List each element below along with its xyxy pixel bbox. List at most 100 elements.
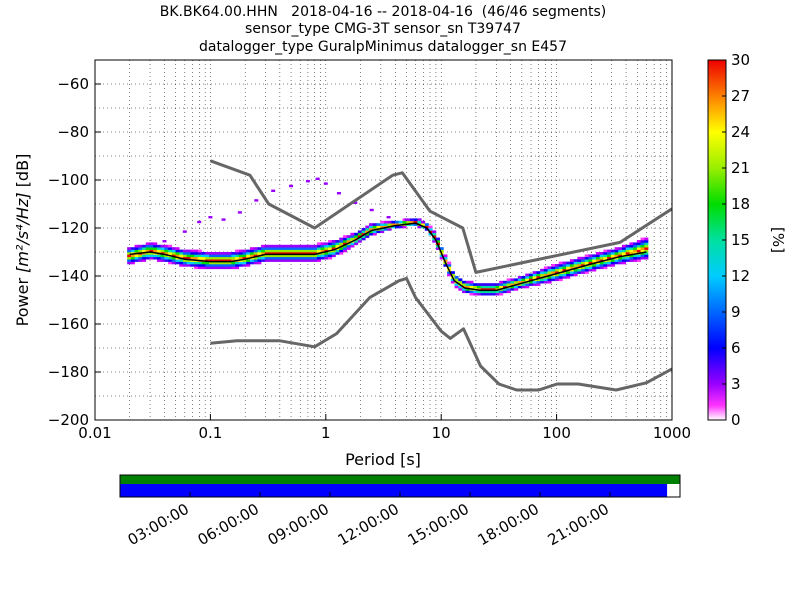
- psd-cell: [584, 261, 589, 265]
- psd-cell: [160, 249, 165, 253]
- psd-cell: [543, 268, 548, 272]
- psd-cell: [502, 280, 507, 284]
- psd-cell: [610, 252, 615, 255]
- psd-cell: [309, 259, 314, 262]
- psd-cell: [476, 285, 481, 289]
- psd-cell: [149, 252, 154, 255]
- psd-cell: [484, 288, 489, 291]
- y-tick-label: −60: [57, 75, 89, 93]
- psd-cell: [287, 249, 292, 253]
- psd-cell: [514, 280, 519, 284]
- psd-cell: [361, 228, 366, 231]
- psd-cell: [450, 271, 455, 274]
- timeline-top-band: [120, 475, 680, 484]
- psd-cell: [164, 244, 169, 248]
- psd-cell: [528, 283, 534, 286]
- psd-cell: [462, 290, 467, 294]
- psd-cell: [249, 247, 254, 250]
- psd-cell: [551, 268, 556, 272]
- psd-cell: [555, 278, 560, 282]
- psd-cell: [186, 264, 191, 267]
- psd-cell: [595, 266, 600, 270]
- psd-cell: [383, 223, 388, 226]
- psd-cell: [153, 247, 158, 250]
- psd-cell: [376, 230, 381, 234]
- psd-cell: [328, 252, 333, 255]
- psd-cell: [171, 252, 176, 255]
- psd-cell: [328, 244, 333, 248]
- psd-cell: [621, 252, 627, 255]
- psd-cell: [223, 266, 228, 270]
- psd-cell: [547, 278, 552, 282]
- psd-cell: [246, 254, 251, 258]
- psd-cell: [238, 249, 243, 253]
- psd-cell: [249, 254, 254, 258]
- psd-cell: [469, 292, 474, 296]
- psd-cell: [253, 256, 258, 260]
- psd-cell: [640, 237, 645, 241]
- psd-cell: [205, 252, 210, 255]
- psd-cell: [555, 268, 560, 272]
- psd-cell: [640, 242, 645, 246]
- psd-cell: [629, 247, 634, 250]
- psd-cell: [324, 256, 329, 260]
- psd-cell: [231, 266, 236, 270]
- psd-cell: [149, 256, 154, 260]
- psd-cell: [313, 247, 318, 250]
- psd-cell: [633, 249, 638, 253]
- psd-cell: [607, 252, 612, 255]
- psd-cell: [261, 247, 266, 250]
- psd-cell: [584, 256, 589, 260]
- psd-cell: [235, 261, 240, 265]
- psd-cell: [380, 230, 385, 234]
- psd-cell: [153, 256, 158, 260]
- psd-cell: [644, 254, 649, 258]
- psd-cell: [476, 283, 481, 286]
- psd-cell: [361, 232, 366, 236]
- psd-outlier-cell: [208, 216, 213, 219]
- psd-cell: [227, 261, 232, 265]
- psd-cell: [644, 240, 649, 243]
- colorbar-ticks: 0 3 6 9 12 15 18 21 24 27 30: [722, 51, 750, 429]
- psd-cell: [328, 254, 333, 258]
- psd-cell: [179, 249, 184, 253]
- colorbar-tick-label: 21: [731, 159, 750, 177]
- psd-cell: [595, 264, 600, 267]
- psd-cell: [543, 266, 548, 270]
- psd-cell: [469, 290, 474, 294]
- psd-cell: [562, 268, 567, 272]
- psd-cell: [625, 252, 630, 255]
- psd-cell: [164, 249, 169, 253]
- psd-cell: [171, 247, 176, 250]
- psd-cell: [603, 249, 608, 253]
- psd-cell: [164, 254, 169, 258]
- psd-cell: [335, 252, 340, 255]
- psd-cell: [130, 256, 135, 260]
- psd-cell: [175, 259, 180, 262]
- psd-cell: [398, 220, 403, 224]
- psd-cell: [160, 256, 165, 260]
- psd-cell: [521, 278, 526, 282]
- psd-cell: [521, 283, 526, 286]
- psd-cell: [283, 259, 288, 262]
- psd-cell: [447, 261, 452, 265]
- psd-cell: [305, 259, 310, 262]
- psd-cell: [346, 240, 351, 243]
- psd-cell: [644, 256, 649, 260]
- y-tick-label: −80: [57, 123, 89, 141]
- psd-cell: [257, 247, 262, 250]
- psd-cell: [287, 259, 292, 262]
- grid-lines: [94, 60, 672, 420]
- psd-cell: [540, 268, 545, 272]
- psd-cell: [175, 249, 180, 253]
- psd-cell: [595, 252, 600, 255]
- title-line-1: BK.BK64.00.HHN 2018-04-16 -- 2018-04-16 …: [160, 4, 606, 20]
- psd-cell: [447, 264, 452, 267]
- psd-cell: [595, 259, 600, 262]
- psd-cell: [584, 254, 589, 258]
- psd-cell: [324, 247, 329, 250]
- psd-cell: [179, 252, 184, 255]
- psd-cell: [644, 244, 649, 248]
- psd-cell: [592, 254, 597, 258]
- psd-cell: [235, 256, 240, 260]
